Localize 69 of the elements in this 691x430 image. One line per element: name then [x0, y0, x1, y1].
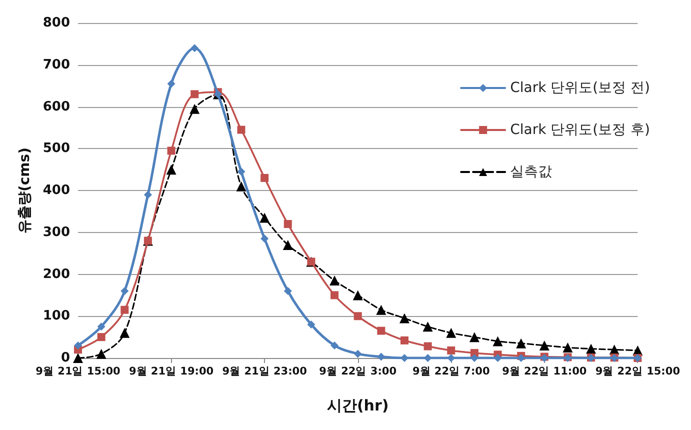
x-tick-label: 9월 22일 3:00 — [319, 366, 397, 378]
y-tick-label: 500 — [42, 141, 70, 156]
point — [260, 174, 269, 182]
point — [492, 336, 503, 346]
x-tick-label: 9월 21일 23:00 — [222, 366, 307, 378]
point — [120, 328, 130, 338]
point — [73, 353, 83, 363]
x-tick-label: 9월 22일 11:00 — [502, 366, 587, 378]
point — [399, 313, 410, 324]
point — [469, 332, 480, 342]
point — [167, 146, 176, 155]
point — [330, 341, 339, 350]
point — [516, 338, 526, 348]
point — [446, 328, 456, 338]
x-tick-label: 9월 21일 15:00 — [36, 366, 120, 378]
point — [539, 340, 550, 350]
point — [190, 44, 199, 52]
point — [260, 234, 269, 243]
x-tick-label: 9월 22일 15:00 — [595, 366, 680, 378]
point — [166, 164, 176, 175]
point — [377, 352, 386, 361]
point — [376, 304, 386, 315]
point — [354, 312, 362, 320]
y-tick-label: 100 — [42, 308, 70, 324]
point — [562, 342, 573, 353]
x-tick-label: 9월 22일 7:00 — [412, 366, 490, 378]
point — [284, 287, 292, 295]
point — [97, 333, 106, 342]
point — [237, 126, 246, 134]
legend-label: Clark 단위도(보정 후) — [510, 122, 650, 138]
x-axis-title: 시간(hr) — [326, 396, 389, 414]
point — [120, 287, 129, 295]
point — [236, 181, 246, 192]
y-axis-title: 유출량(cms) — [16, 147, 33, 234]
y-tick-label: 0 — [60, 350, 70, 366]
point — [282, 240, 293, 250]
y-tick-label: 700 — [42, 57, 70, 72]
point — [330, 291, 339, 300]
point — [237, 168, 246, 176]
point — [96, 348, 106, 359]
point — [284, 220, 292, 228]
y-tick-label: 200 — [42, 266, 70, 282]
point — [377, 326, 386, 335]
point — [190, 90, 199, 98]
point — [330, 276, 340, 286]
point — [494, 354, 502, 362]
point — [144, 190, 152, 199]
point — [422, 322, 433, 332]
point — [424, 354, 432, 362]
y-tick-label: 400 — [42, 183, 70, 198]
point — [354, 350, 362, 358]
point — [190, 104, 200, 114]
point — [400, 336, 408, 344]
point — [424, 342, 432, 350]
point — [120, 306, 129, 314]
point — [586, 344, 596, 354]
y-tick-label: 600 — [42, 99, 70, 114]
point — [74, 341, 82, 350]
legend-label: 실측값 — [510, 164, 552, 180]
y-tick-label: 300 — [42, 224, 70, 240]
point — [307, 320, 316, 328]
point — [97, 322, 106, 331]
point — [260, 212, 270, 223]
point — [167, 80, 176, 88]
point — [352, 290, 363, 300]
point — [447, 346, 456, 354]
y-tick-label: 800 — [42, 16, 70, 30]
x-tick-label: 9월 21일 19:00 — [128, 366, 214, 378]
legend-label: Clark 단위도(보정 전) — [510, 80, 650, 96]
